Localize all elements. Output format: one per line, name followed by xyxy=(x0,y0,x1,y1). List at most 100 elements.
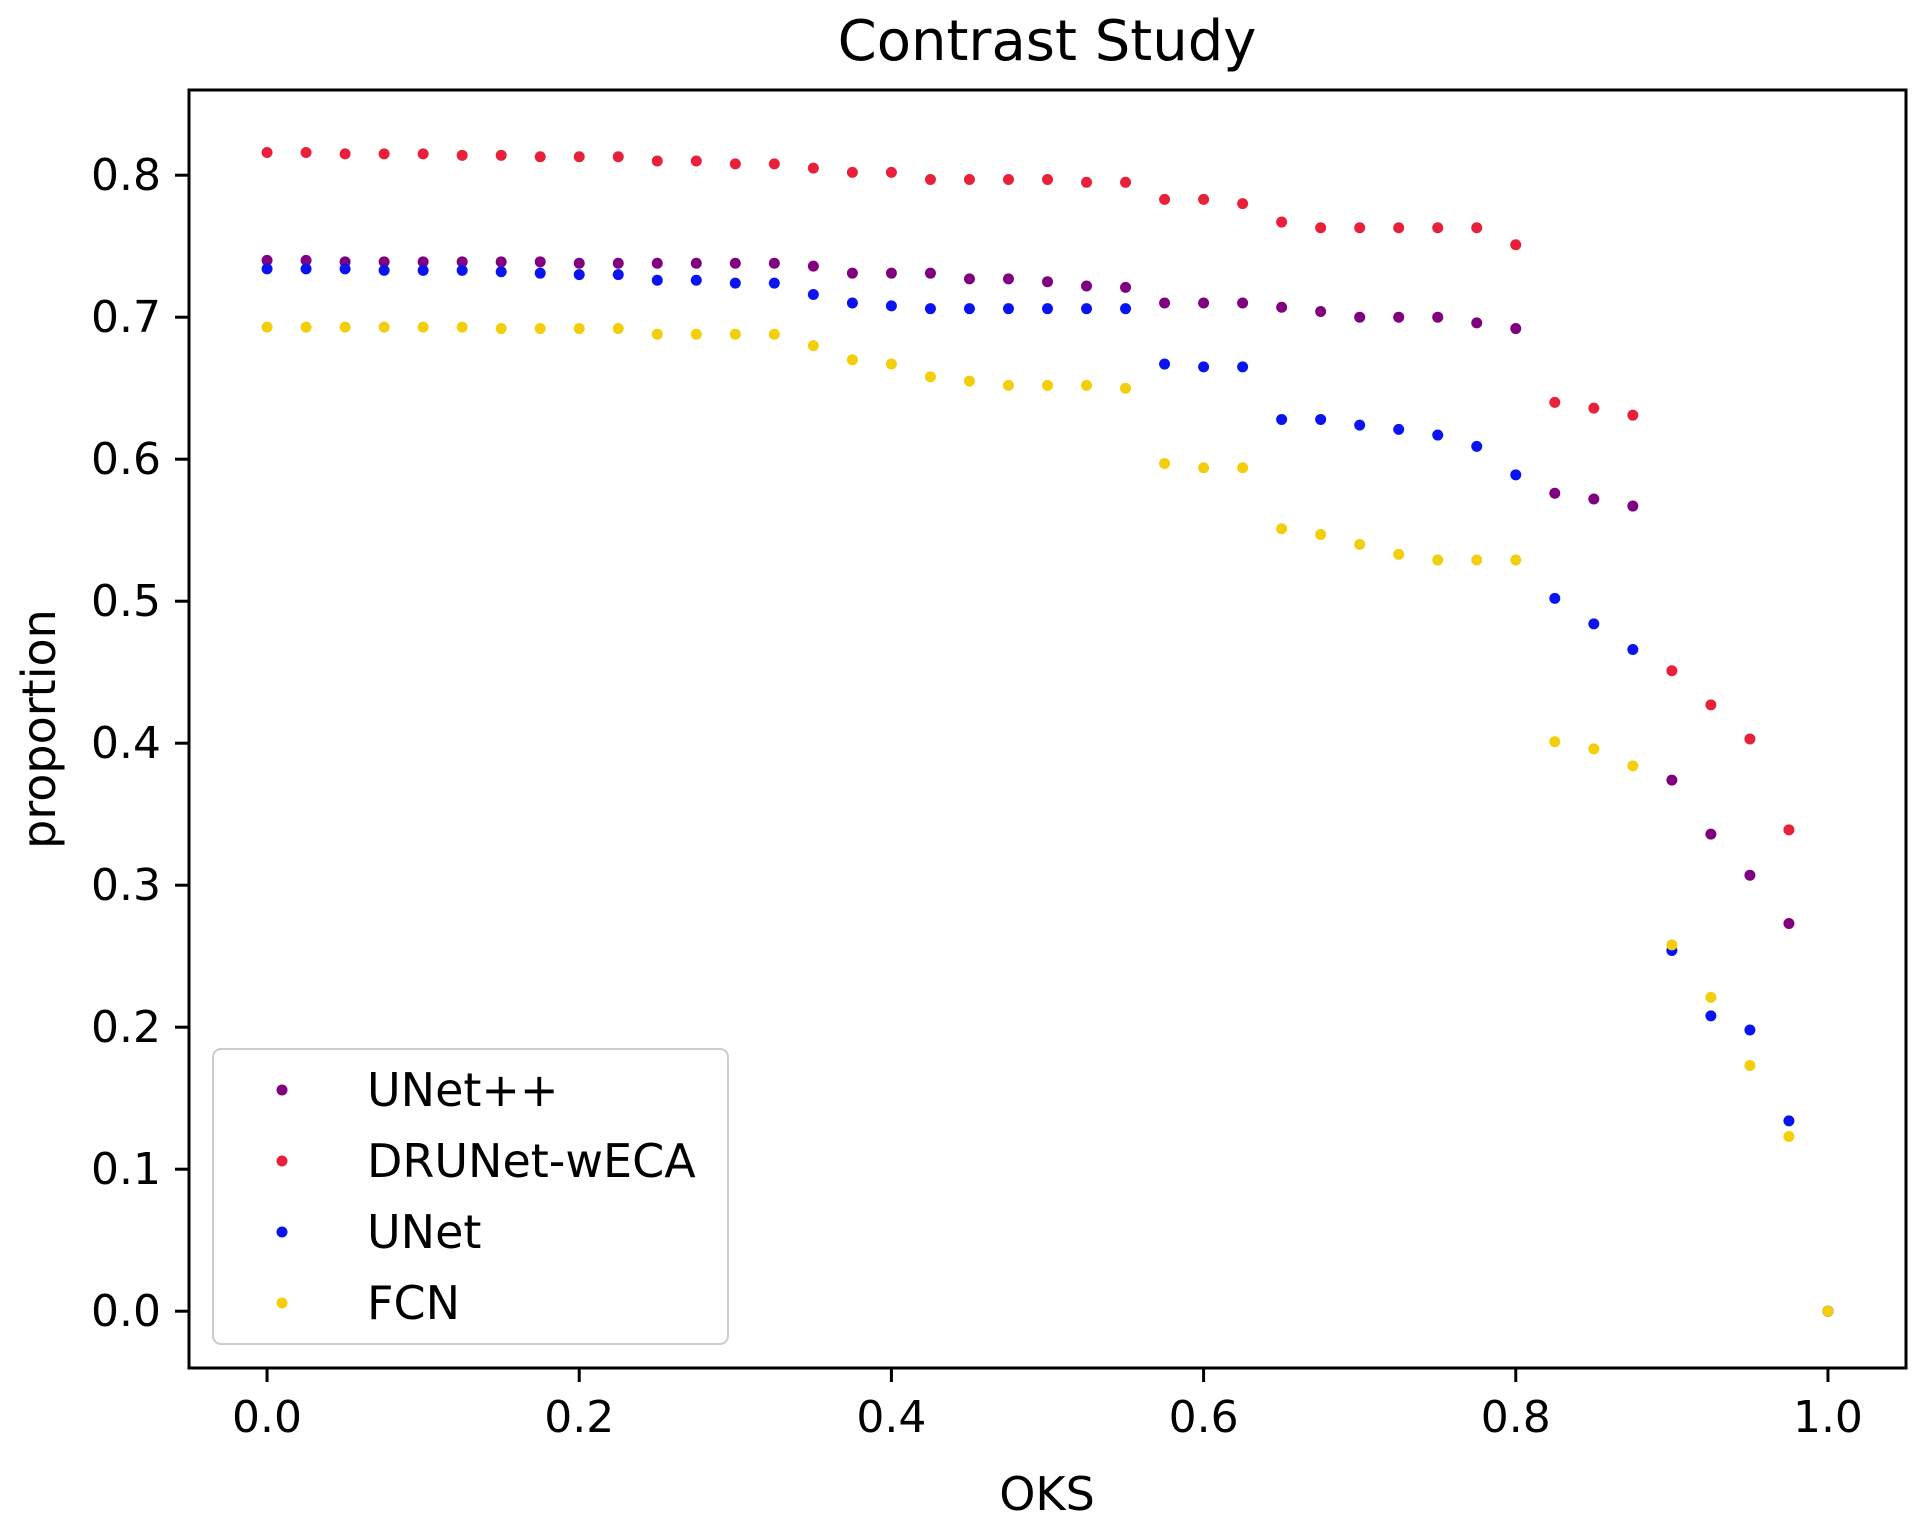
data-point-unet xyxy=(651,274,663,286)
data-point-drunet-weca xyxy=(1354,222,1366,234)
data-point-fcn xyxy=(807,340,819,352)
legend: UNet++ DRUNet-wECA UNet FCN xyxy=(212,1048,729,1345)
data-point-unetplusplus xyxy=(1198,297,1210,309)
data-point-unet xyxy=(768,277,780,289)
data-point-fcn xyxy=(417,321,429,333)
legend-marker-fcn xyxy=(276,1297,288,1309)
data-point-fcn xyxy=(1627,760,1639,772)
points-layer xyxy=(261,146,1834,1317)
data-point-fcn xyxy=(963,375,975,387)
x-axis-label: OKS xyxy=(999,1467,1095,1521)
data-point-fcn xyxy=(768,328,780,340)
data-point-unetplusplus xyxy=(1432,311,1444,323)
data-point-unet xyxy=(846,297,858,309)
data-point-unet xyxy=(1705,1010,1717,1022)
data-point-unetplusplus xyxy=(417,256,429,268)
data-point-drunet-weca xyxy=(1042,173,1053,185)
data-point-unetplusplus xyxy=(885,267,897,279)
data-point-unetplusplus xyxy=(1159,297,1171,309)
data-point-unet xyxy=(1783,1115,1795,1127)
data-point-unetplusplus xyxy=(651,257,663,269)
data-point-fcn xyxy=(534,323,546,335)
data-point-drunet-weca xyxy=(1471,222,1483,234)
series-unetplusplus xyxy=(261,254,1834,1317)
data-point-fcn xyxy=(1471,554,1483,566)
data-point-unet xyxy=(339,263,351,275)
data-point-unet xyxy=(1042,303,1053,315)
data-point-fcn xyxy=(846,354,858,366)
data-point-unetplusplus xyxy=(1744,869,1756,881)
data-point-unet xyxy=(1159,358,1171,370)
legend-label-unetplusplus: UNet++ xyxy=(367,1063,559,1117)
data-point-fcn xyxy=(378,321,390,333)
data-point-fcn xyxy=(885,358,897,370)
data-point-unet xyxy=(573,269,585,281)
data-point-unet xyxy=(1120,303,1132,315)
data-point-drunet-weca xyxy=(417,148,429,160)
data-point-fcn xyxy=(573,323,585,335)
data-point-fcn xyxy=(1822,1305,1834,1317)
data-point-unetplusplus xyxy=(573,257,585,269)
data-point-drunet-weca xyxy=(846,166,858,178)
data-point-fcn xyxy=(651,328,663,340)
y-tick-label: 0.1 xyxy=(91,1144,161,1195)
y-tick-label: 0.6 xyxy=(91,434,161,485)
data-point-drunet-weca xyxy=(1198,193,1210,205)
legend-label-drunet-weca: DRUNet-wECA xyxy=(367,1134,696,1188)
data-point-unet xyxy=(300,263,312,275)
data-point-drunet-weca xyxy=(573,151,585,163)
data-point-unet xyxy=(1002,303,1014,315)
series-fcn xyxy=(261,321,1834,1317)
data-point-drunet-weca xyxy=(690,155,702,167)
data-point-unetplusplus xyxy=(1510,323,1522,335)
data-point-fcn xyxy=(456,321,468,333)
data-point-drunet-weca xyxy=(1510,239,1522,251)
data-point-unet xyxy=(456,264,468,276)
data-point-drunet-weca xyxy=(300,146,312,158)
data-point-unetplusplus xyxy=(261,254,273,266)
data-point-drunet-weca xyxy=(885,166,897,178)
data-point-unet xyxy=(612,269,624,281)
data-point-unet xyxy=(1627,643,1639,655)
data-point-fcn xyxy=(690,328,702,340)
legend-marker-unetplusplus xyxy=(276,1084,288,1096)
data-point-fcn xyxy=(1042,379,1053,391)
data-point-unet xyxy=(1315,413,1327,425)
data-point-drunet-weca xyxy=(261,146,273,158)
data-point-unetplusplus xyxy=(690,257,702,269)
data-point-drunet-weca xyxy=(1276,216,1288,228)
data-point-fcn xyxy=(1354,538,1366,550)
data-point-fcn xyxy=(1783,1131,1795,1143)
x-tick-label: 0.4 xyxy=(856,1392,926,1443)
data-point-fcn xyxy=(495,323,507,335)
data-point-unet xyxy=(963,303,975,315)
data-point-fcn xyxy=(1744,1060,1756,1072)
data-point-drunet-weca xyxy=(1159,193,1171,205)
data-point-unetplusplus xyxy=(495,256,507,268)
data-point-unetplusplus xyxy=(1120,281,1132,293)
data-point-fcn xyxy=(300,321,312,333)
data-point-fcn xyxy=(1393,548,1405,560)
data-point-fcn xyxy=(729,328,741,340)
data-point-drunet-weca xyxy=(768,158,780,170)
data-point-fcn xyxy=(1510,554,1522,566)
data-point-fcn xyxy=(1315,528,1327,540)
data-point-unetplusplus xyxy=(1354,311,1366,323)
ticks-layer: 0.0 0.2 0.4 0.6 0.8 1.0 0.0 0.1 0.2 0.3 0.4 0.5 0.6 0… xyxy=(91,150,1863,1443)
x-tick-label: 0.8 xyxy=(1481,1392,1551,1443)
data-point-unet xyxy=(1432,429,1444,441)
data-point-unetplusplus xyxy=(1471,317,1483,329)
data-point-unetplusplus xyxy=(963,273,975,285)
data-point-drunet-weca xyxy=(1666,665,1678,677)
y-tick-label: 0.2 xyxy=(91,1002,161,1053)
data-point-fcn xyxy=(1432,554,1444,566)
data-point-fcn xyxy=(1549,736,1561,748)
legend-label-fcn: FCN xyxy=(367,1276,460,1330)
data-point-unet xyxy=(1198,361,1210,373)
data-point-unetplusplus xyxy=(534,256,546,268)
data-point-unetplusplus xyxy=(612,257,624,269)
data-point-unet xyxy=(1354,419,1366,431)
data-point-unetplusplus xyxy=(1549,487,1561,499)
data-point-unetplusplus xyxy=(300,254,312,266)
